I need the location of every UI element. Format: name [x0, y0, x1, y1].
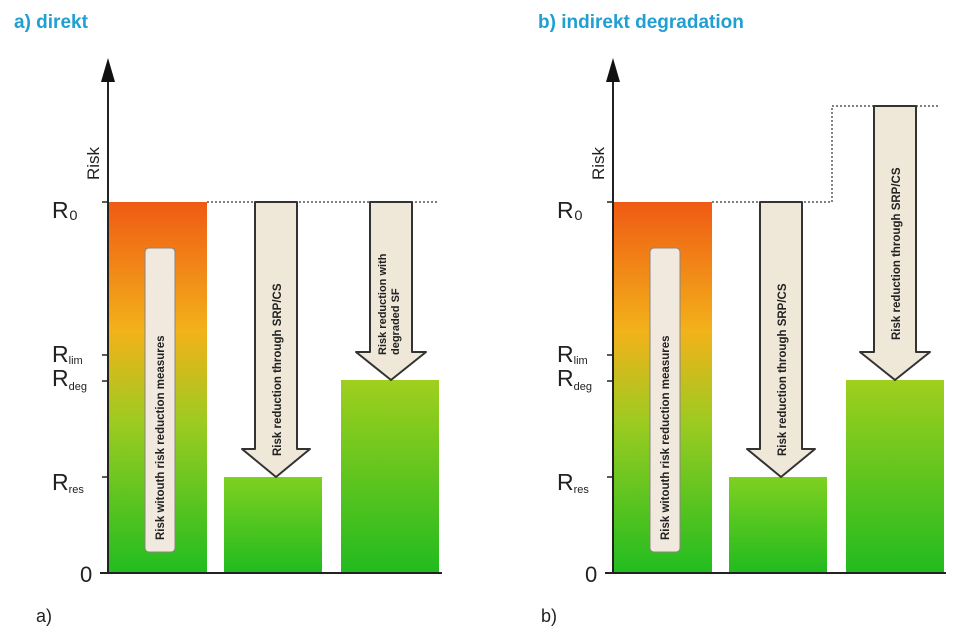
panel-a-bar-label-box	[144, 247, 176, 553]
panel-b-arrow-srp-label: Risk reduction through SRP/CS	[777, 283, 789, 456]
panel-a-arrow-degraded-label: Risk reduction with degraded SF	[377, 250, 402, 355]
panel-b-arrow-degraded-label: Risk reduction through SRP/CS	[891, 167, 903, 340]
panel-a-y-axis-label: Risk	[84, 146, 103, 180]
panel-b-bar-label: Risk witouth risk reduction measures	[660, 335, 672, 540]
panel-b-y-axis-label: Risk	[589, 146, 608, 180]
panel-a-title: a) direkt	[14, 12, 88, 33]
panel-b-bar-degraded	[846, 380, 944, 572]
panel-a-label-rdeg: Rdeg	[52, 365, 87, 393]
panel-b-title: b) indirekt degradation	[538, 12, 744, 33]
panel-a-label-rlim: Rlim	[52, 341, 83, 367]
panel-a-corner-label: a)	[36, 606, 52, 626]
panel-b-bar-label-box	[649, 247, 681, 553]
panel-b-corner-label: b)	[541, 606, 557, 626]
panel-b-arrow-srp	[746, 201, 816, 478]
panel-b-label-r0: R₀	[557, 197, 583, 223]
panel-b-label-rdeg: Rdeg	[557, 365, 592, 393]
panel-a-arrow-degraded	[355, 201, 427, 381]
panel-b-label-rres: Rres	[557, 469, 589, 496]
panel-a-label-zero: 0	[80, 562, 92, 587]
panel-a: Risk R₀ Rlim Rdeg Rres 0 a) Risk witouth…	[36, 58, 442, 626]
panel-a-arrow-srp-label: Risk reduction through SRP/CS	[272, 283, 284, 456]
panel-b-label-rlim: Rlim	[557, 341, 588, 367]
panel-a-y-axis-arrowhead	[101, 58, 115, 82]
panel-a-bar-degraded	[341, 380, 439, 572]
panel-b-y-axis-arrowhead	[606, 58, 620, 82]
panel-b-arrow-degraded	[859, 105, 931, 381]
panel-b-bar-residual	[729, 477, 827, 572]
panel-a-label-r0: R₀	[52, 197, 78, 223]
panel-a-label-rres: Rres	[52, 469, 84, 496]
panel-b-label-zero: 0	[585, 562, 597, 587]
panel-a-bar-label: Risk witouth risk reduction measures	[155, 335, 167, 540]
panel-a-bar-residual	[224, 477, 322, 572]
panel-b: Risk R₀ Rlim Rdeg Rres 0 b) Risk witouth…	[541, 58, 946, 626]
panel-a-arrow-srp	[241, 201, 311, 478]
